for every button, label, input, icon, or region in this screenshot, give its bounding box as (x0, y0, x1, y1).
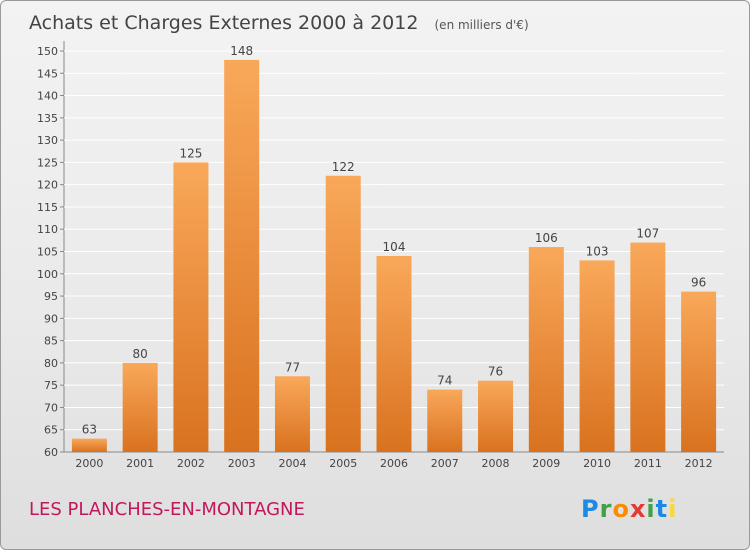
y-tick-label: 120 (37, 179, 58, 192)
data-label: 63 (82, 423, 97, 437)
y-tick-label: 95 (44, 290, 58, 303)
bar-2008 (478, 380, 514, 452)
bar-2005 (325, 175, 361, 452)
chart-title: Achats et Charges Externes 2000 à 2012 (… (29, 12, 529, 34)
x-tick-label: 2012 (685, 457, 713, 470)
bar-2004 (274, 376, 310, 452)
y-tick-label: 110 (37, 223, 58, 236)
data-label: 80 (133, 347, 148, 361)
data-label: 103 (586, 244, 609, 258)
y-tick-label: 130 (37, 134, 58, 147)
y-tick-label: 105 (37, 246, 58, 259)
bars (71, 59, 717, 453)
x-tick-label: 2008 (482, 457, 510, 470)
x-tick-label: 2000 (75, 457, 103, 470)
data-label: 74 (437, 374, 452, 388)
y-tick-label: 75 (44, 379, 58, 392)
data-label: 77 (285, 360, 300, 374)
x-tick-label: 2003 (228, 457, 256, 470)
x-tick-label: 2009 (532, 457, 560, 470)
data-label: 106 (535, 231, 558, 245)
y-tick-label: 60 (44, 446, 58, 459)
x-tick-label: 2006 (380, 457, 408, 470)
bar-2012 (681, 291, 717, 452)
y-tick-label: 145 (37, 67, 58, 80)
y-tick-label: 150 (37, 45, 58, 58)
data-label: 76 (488, 365, 503, 379)
y-tick-label: 125 (37, 156, 58, 169)
x-tick-label: 2002 (177, 457, 205, 470)
x-tick-label: 2001 (126, 457, 154, 470)
y-tick-label: 80 (44, 357, 58, 370)
y-tick-label: 85 (44, 335, 58, 348)
place-name: LES PLANCHES-EN-MONTAGNE (29, 499, 305, 520)
x-tick-label: 2011 (634, 457, 662, 470)
x-tick-label: 2004 (278, 457, 306, 470)
bar-2007 (427, 389, 463, 452)
bar-2011 (630, 242, 666, 452)
data-label: 104 (383, 240, 406, 254)
y-tick-labels: 60 65 70 75 80 85 90 95 100 105 110 115 120 125 130 135… (37, 45, 64, 459)
y-tick-label: 90 (44, 312, 58, 325)
bar-2000 (71, 438, 107, 452)
data-label: 148 (230, 44, 253, 58)
bar-2002 (173, 162, 209, 452)
y-tick-label: 140 (37, 90, 58, 103)
data-label: 122 (332, 160, 355, 174)
y-tick-label: 65 (44, 424, 58, 437)
chart-unit-text: (en milliers d'€) (435, 18, 529, 32)
svg-text:Proxiti: Proxiti (581, 495, 677, 523)
y-tick-label: 70 (44, 401, 58, 414)
bar-2010 (579, 260, 615, 452)
data-label: 96 (691, 276, 706, 290)
y-tick-label: 115 (37, 201, 58, 214)
data-labels: 63 80 125 148 77 122 104 74 76 106 103 107 96 (82, 44, 707, 437)
x-tick-label: 2010 (583, 457, 611, 470)
bar-2001 (122, 362, 158, 452)
bar-2006 (376, 255, 412, 452)
x-tick-labels: 2000 2001 2002 2003 2004 2005 2006 2007 2008 2009… (75, 457, 712, 470)
data-label: 125 (179, 146, 202, 160)
x-tick-label: 2007 (431, 457, 459, 470)
y-tick-label: 100 (37, 268, 58, 281)
bar-2009 (528, 247, 564, 452)
bar-2003 (224, 59, 260, 453)
proxiti-logo: Proxiti (581, 495, 677, 523)
y-tick-label: 135 (37, 112, 58, 125)
x-tick-label: 2005 (329, 457, 357, 470)
chart-title-text: Achats et Charges Externes 2000 à 2012 (29, 12, 418, 34)
data-label: 107 (636, 227, 659, 241)
